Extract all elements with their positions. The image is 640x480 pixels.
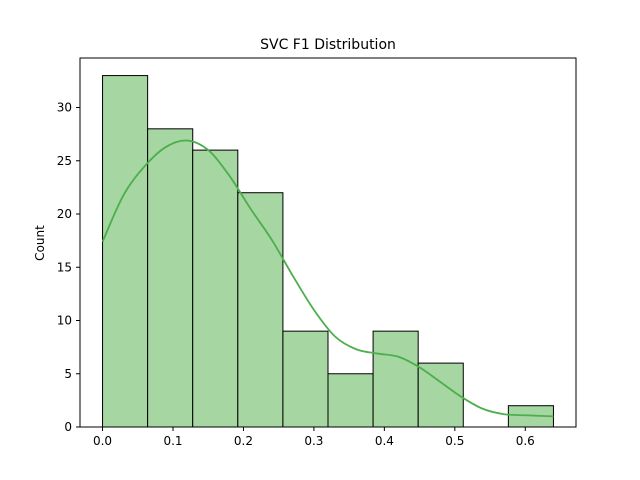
x-tick-label: 0.3: [304, 434, 323, 448]
kde-curve: [101, 139, 554, 418]
axes: 0.0 0.1 0.2 0.3 0.4 0.5 0.6 0 5 10 15 20 25 30: [57, 57, 577, 448]
histogram-bar: [282, 330, 329, 428]
histogram-bar: [417, 362, 464, 428]
histogram-bar: [237, 192, 284, 428]
histogram-bar: [192, 149, 239, 428]
y-tick-label: 20: [57, 207, 72, 221]
chart-title: SVC F1 Distribution: [260, 37, 396, 53]
histogram-bar: [102, 75, 149, 428]
y-tick-label: 5: [64, 367, 72, 381]
y-tick-label: 0: [64, 420, 72, 434]
x-tick-label: 0.4: [375, 434, 394, 448]
histogram-bar: [372, 330, 419, 428]
plot-frame: [79, 57, 577, 428]
histogram-bar: [147, 128, 194, 428]
y-tick-label: 10: [57, 314, 72, 328]
x-tick-label: 0.5: [445, 434, 464, 448]
x-tick-label: 0.1: [163, 434, 182, 448]
x-tick-label: 0.0: [93, 434, 112, 448]
kde-layer: [101, 139, 554, 418]
y-tick-label: 25: [57, 154, 72, 168]
y-tick-label: 15: [57, 260, 72, 274]
y-axis-label: Count: [33, 225, 47, 261]
x-tick-label: 0.6: [516, 434, 535, 448]
y-tick-label: 30: [57, 101, 72, 115]
histogram-bar: [327, 373, 374, 428]
histogram-bars: [102, 75, 554, 428]
x-tick-label: 0.2: [234, 434, 253, 448]
